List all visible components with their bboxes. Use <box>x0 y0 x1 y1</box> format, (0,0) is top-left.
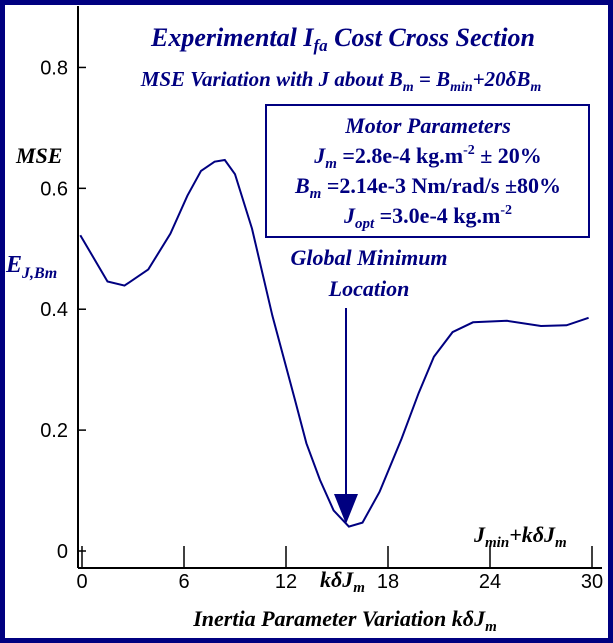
parameters-box <box>265 104 590 238</box>
kdj-label: kδJm <box>320 567 365 596</box>
y-label-e: EJ,Bm <box>5 252 57 282</box>
x-tick-label: 0 <box>76 571 87 593</box>
y-tick-label: 0.4 <box>40 299 68 321</box>
title-subscript: fa <box>314 36 329 55</box>
x-axis-label: Inertia Parameter Variation kδJm <box>192 606 497 635</box>
y-tick-label: 0.6 <box>40 178 68 200</box>
parameter-jm: Jm =2.8e-4 kg.m-2 ± 20% <box>313 143 542 172</box>
y-label-mse: MSE <box>15 143 62 168</box>
mse-curve <box>79 158 589 528</box>
x-tick-label: 30 <box>581 571 603 593</box>
x-ticks: 0 6 12 18 24 30 <box>76 546 603 593</box>
x-tick-label: 6 <box>178 571 189 593</box>
jmin-label: Jmin+kδJm <box>473 522 567 551</box>
parameter-jopt: Jopt =3.0e-4 kg.m-2 <box>343 203 512 232</box>
annotation-line-1: Global Minimum <box>290 245 447 270</box>
y-ticks: 0 0.2 0.4 0.6 0.8 <box>40 57 86 563</box>
title-rest: Cost Cross Section <box>328 23 535 52</box>
y-tick-label: 0 <box>57 541 68 563</box>
x-tick-label: 18 <box>377 571 399 593</box>
chart-subtitle: MSE Variation with J about Bm = Bmin+20δ… <box>140 67 542 95</box>
y-tick-label: 0.2 <box>40 420 68 442</box>
y-tick-label: 0.8 <box>40 57 68 79</box>
annotation-arrow-head <box>334 494 358 524</box>
parameters-title: Motor Parameters <box>344 113 511 138</box>
annotation-line-2: Location <box>328 276 410 301</box>
parameter-bm: Bm =2.14e-3 Nm/rad/s ±80% <box>294 173 561 202</box>
title-main: Experimental I <box>150 23 314 52</box>
x-tick-label: 12 <box>275 571 297 593</box>
x-tick-label: 24 <box>479 571 501 593</box>
chart-title: Experimental Ifa Cost Cross Section <box>150 23 535 55</box>
